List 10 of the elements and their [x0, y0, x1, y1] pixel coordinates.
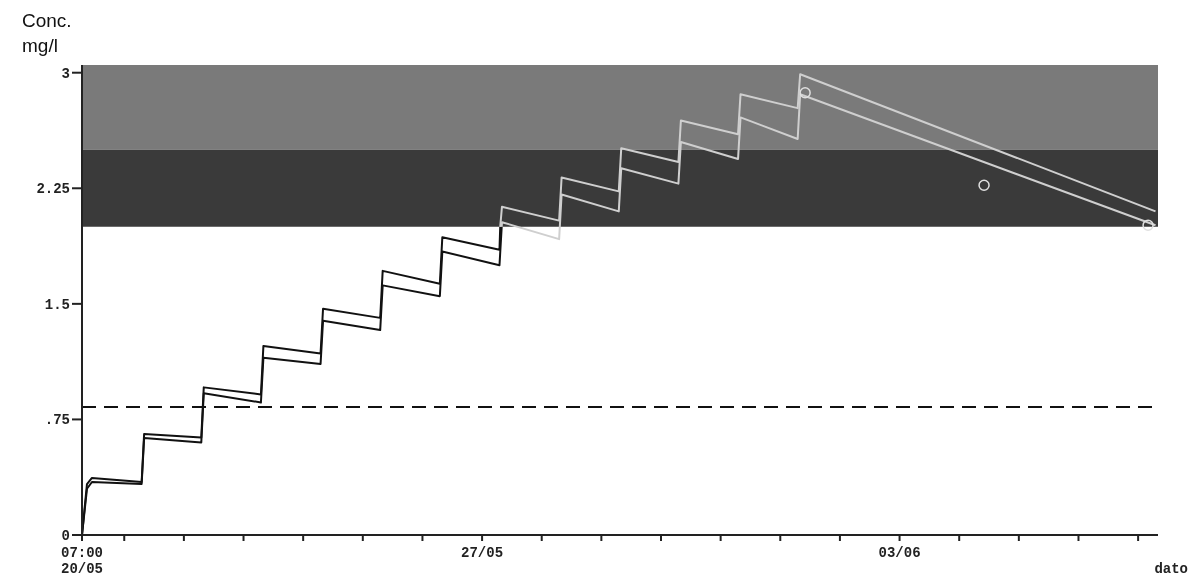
x-tick-label: 03/06	[878, 545, 921, 561]
y-tick-label: 2.25	[36, 181, 70, 198]
y-tick-label: 1.5	[44, 296, 70, 313]
y-tick-label: 0	[61, 527, 70, 544]
y-tick-label: .75	[44, 412, 70, 429]
x-tick-label: 07:00 20/05	[60, 545, 104, 577]
x-tick-label: 27/05	[461, 545, 504, 561]
y-axis-title: Conc. mg/l	[22, 9, 72, 58]
y-tick-label: 3	[61, 65, 70, 82]
x-axis-title: dato	[1154, 561, 1188, 577]
